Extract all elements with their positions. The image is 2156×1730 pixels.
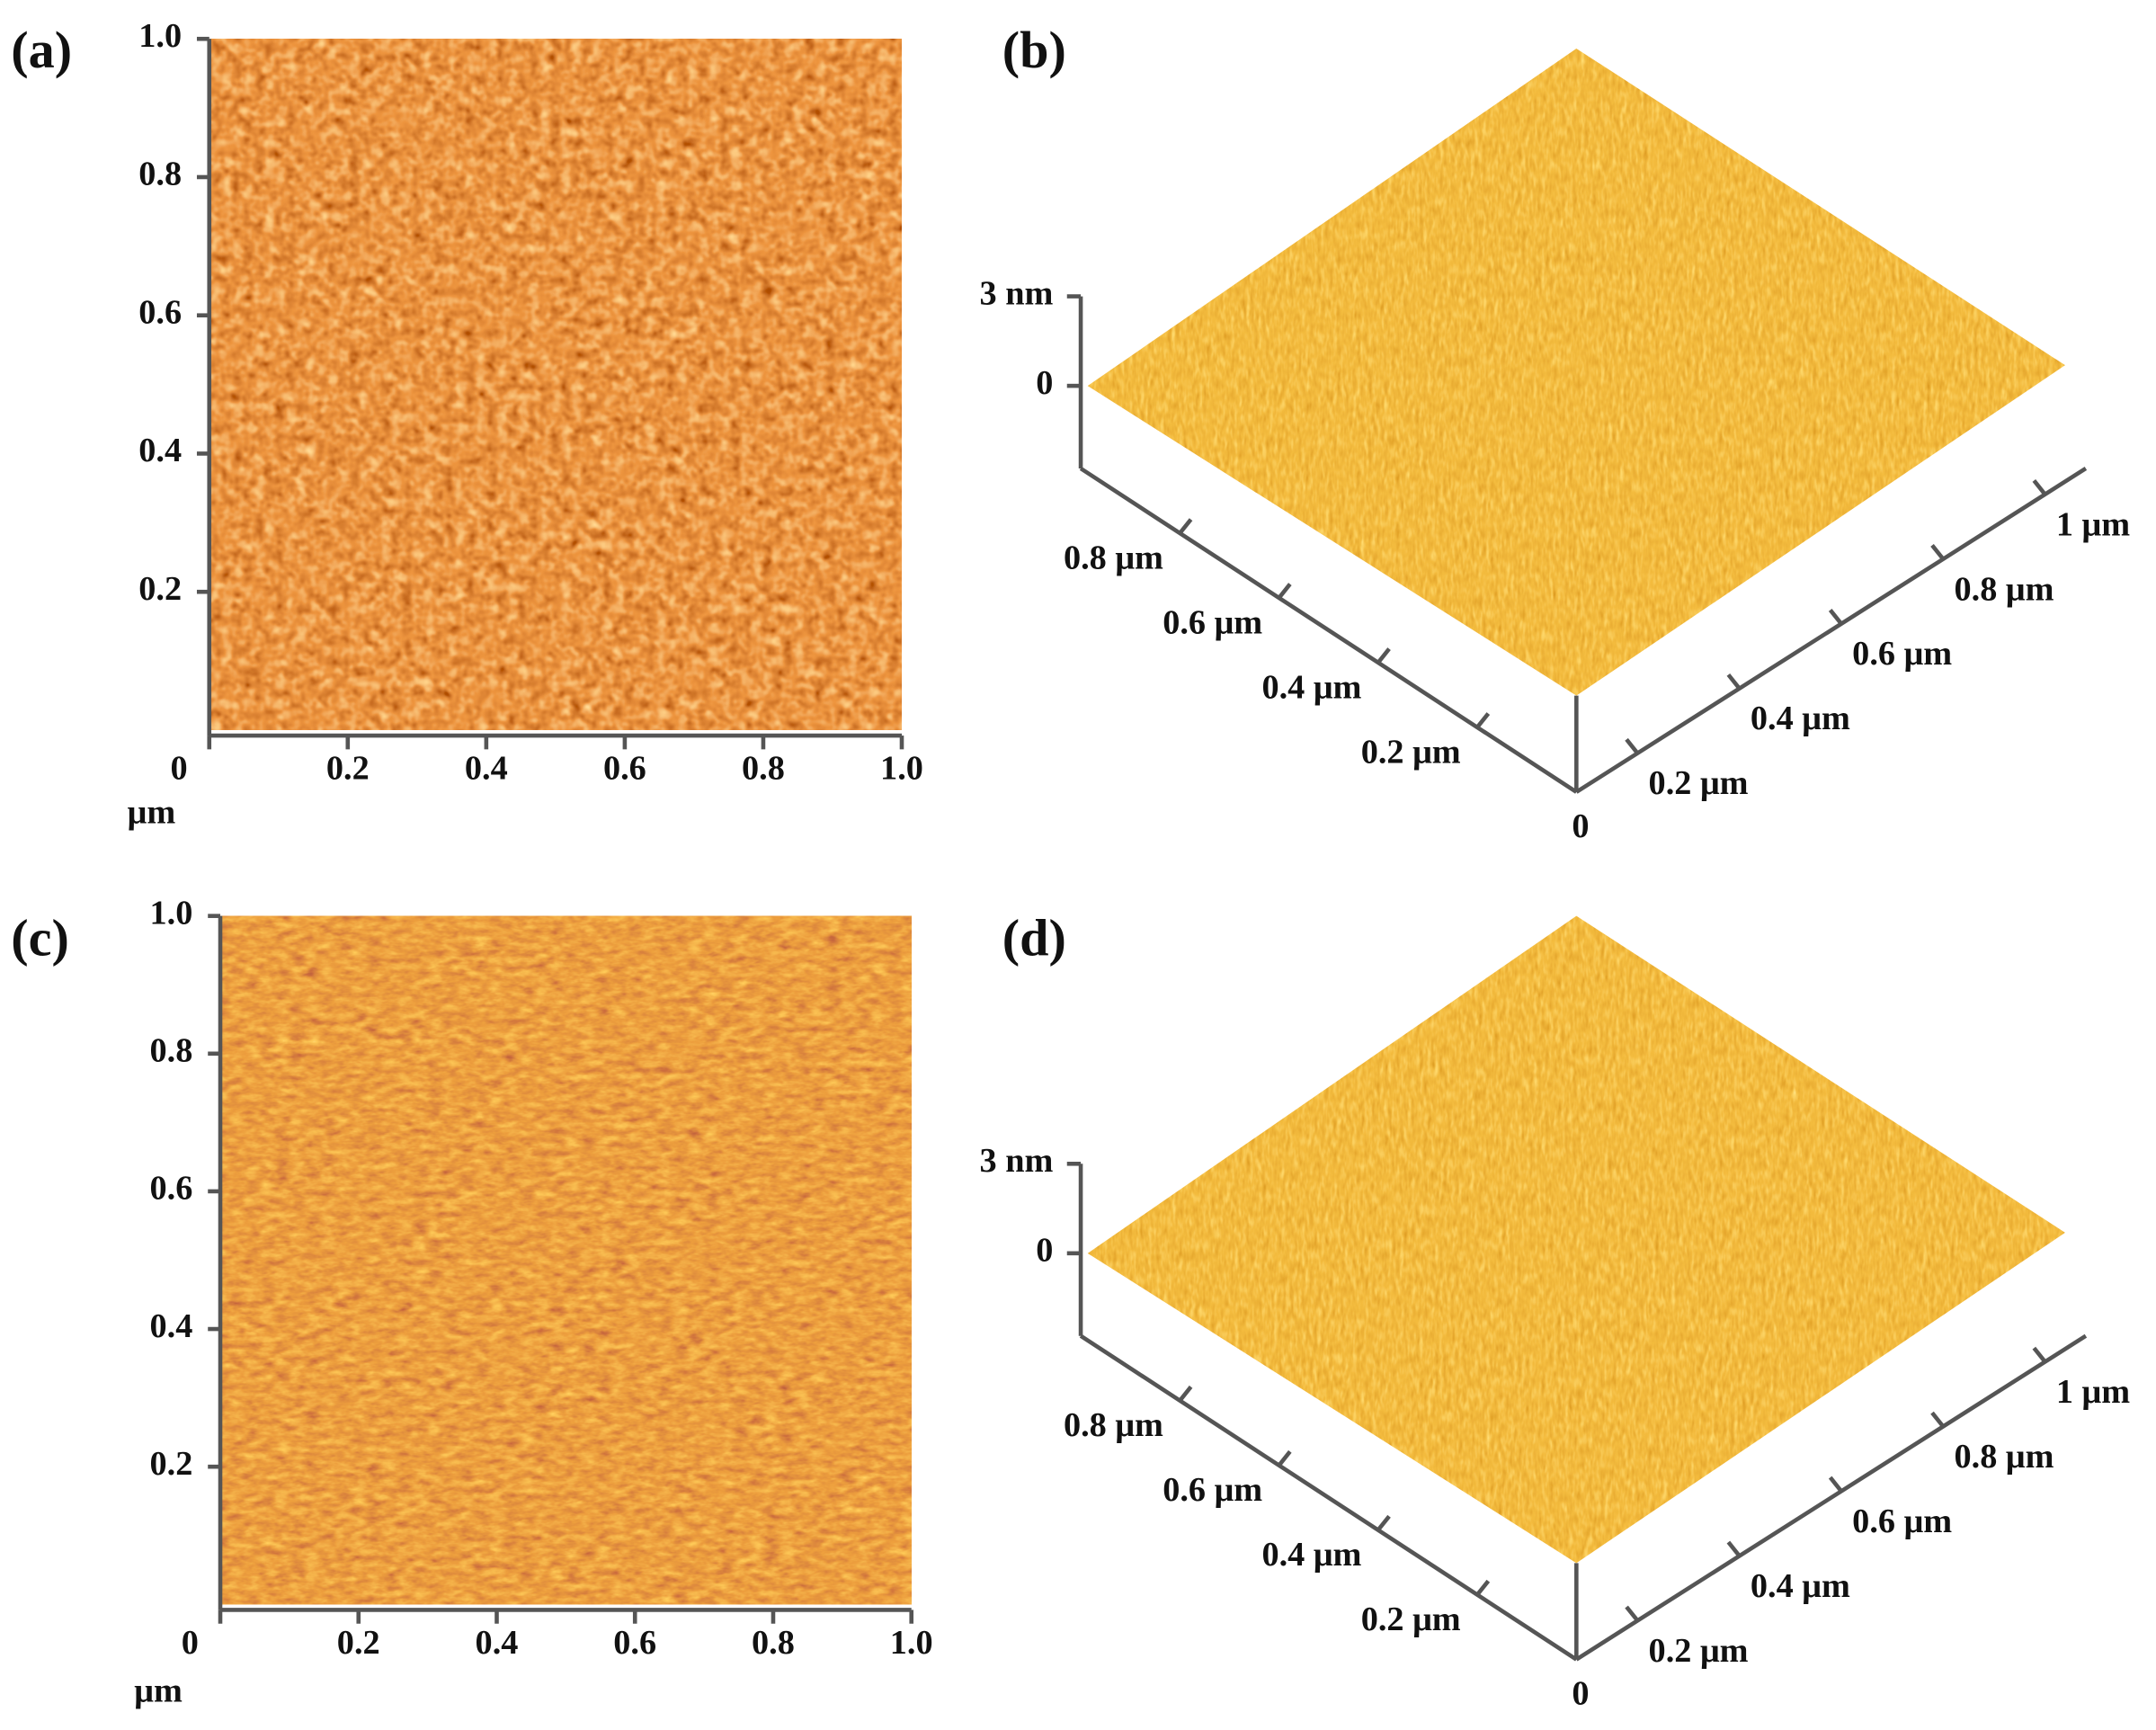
right-tick-label: 0.6 μm (1852, 635, 1952, 673)
x-tick-label: 0.2 (337, 1624, 380, 1662)
afm-3d-surface (1087, 48, 2065, 696)
left-tick-label: 0.8 μm (1064, 539, 1163, 576)
right-tick-label: 0.6 μm (1852, 1503, 1952, 1540)
left-tick (1376, 1514, 1391, 1532)
right-tick (1828, 608, 1843, 626)
right-tick-label: 0.8 μm (1955, 1438, 2054, 1476)
left-tick (1475, 712, 1491, 729)
left-tick-label: 0.2 μm (1361, 733, 1461, 771)
afm-height-map (220, 915, 912, 1605)
right-tick-label: 0.2 μm (1649, 1632, 1749, 1670)
z-tick-label: 3 nm (980, 274, 1054, 312)
left-tick-label: 0.4 μm (1261, 1536, 1361, 1574)
right-tick (2032, 479, 2047, 496)
right-tick-label: 0.4 μm (1751, 1567, 1850, 1605)
left-tick-label: 0.2 μm (1361, 1601, 1461, 1638)
left-tick-label: 0.6 μm (1163, 603, 1262, 641)
axis-unit: μm (128, 794, 176, 832)
y-tick-label: 0.8 (138, 156, 182, 193)
panel-label: (c) (11, 909, 69, 968)
right-tick (1726, 1540, 1742, 1557)
right-tick (1625, 737, 1640, 755)
right-axis (1575, 1333, 2088, 1662)
right-axis (1575, 467, 2088, 794)
y-tick-label: 0.6 (150, 1170, 193, 1208)
right-tick (1625, 1605, 1640, 1622)
right-tick (2032, 1346, 2047, 1363)
y-tick-label: 0.6 (138, 293, 182, 331)
y-tick-label: 0.4 (150, 1307, 193, 1345)
right-tick-label: 0.4 μm (1751, 700, 1850, 737)
z-tick-label: 0 (1036, 1232, 1053, 1270)
left-tick-label: 0.8 μm (1064, 1406, 1163, 1444)
y-tick-label: 0.2 (138, 570, 182, 608)
afm-3d-surface (1087, 915, 2065, 1564)
z-tick-label: 3 nm (980, 1142, 1054, 1180)
x-tick-label: 0.8 (742, 750, 785, 788)
panel-label: (a) (11, 21, 72, 79)
x-tick-label: 0.4 (465, 750, 508, 788)
x-tick-label: 0.6 (613, 1624, 656, 1662)
left-tick (1475, 1579, 1491, 1597)
x-tick-label: 0.8 (752, 1624, 795, 1662)
y-tick-label: 0.8 (150, 1032, 193, 1070)
right-tick-label: 1 μm (2056, 505, 2130, 543)
x-tick-label: 0 (170, 750, 187, 788)
origin-label: 0 (1572, 1675, 1589, 1713)
y-tick-label: 0.2 (150, 1445, 193, 1483)
origin-label: 0 (1572, 807, 1589, 845)
panel-label: (d) (1002, 909, 1066, 968)
right-tick (1828, 1476, 1843, 1493)
right-tick-label: 1 μm (2056, 1373, 2130, 1411)
axis-unit: μm (134, 1672, 183, 1710)
panel-label: (b) (1002, 21, 1066, 79)
x-tick-label: 0.6 (603, 750, 646, 788)
left-tick (1178, 518, 1193, 535)
x-tick-label: 1.0 (890, 1624, 933, 1662)
right-tick (1930, 1411, 1946, 1428)
left-tick-label: 0.4 μm (1261, 668, 1361, 706)
left-tick (1277, 1449, 1292, 1467)
right-tick-label: 0.8 μm (1955, 570, 2054, 608)
left-axis (1079, 1333, 1578, 1662)
x-tick-label: 0.4 (476, 1624, 519, 1662)
left-tick (1277, 583, 1292, 600)
left-tick-label: 0.6 μm (1163, 1471, 1262, 1509)
z-tick-label: 0 (1036, 364, 1053, 402)
y-tick-label: 1.0 (138, 17, 182, 55)
x-tick-label: 0 (182, 1624, 199, 1662)
left-axis (1079, 467, 1578, 794)
afm-height-map (209, 39, 902, 730)
right-tick (1930, 543, 1946, 561)
y-tick-label: 0.4 (138, 432, 182, 469)
right-tick (1726, 673, 1742, 691)
right-tick-label: 0.2 μm (1649, 764, 1749, 802)
left-tick (1178, 1385, 1193, 1403)
x-tick-label: 1.0 (880, 750, 923, 788)
x-tick-label: 0.2 (326, 750, 370, 788)
y-tick-label: 1.0 (150, 894, 193, 932)
left-tick (1376, 647, 1391, 664)
